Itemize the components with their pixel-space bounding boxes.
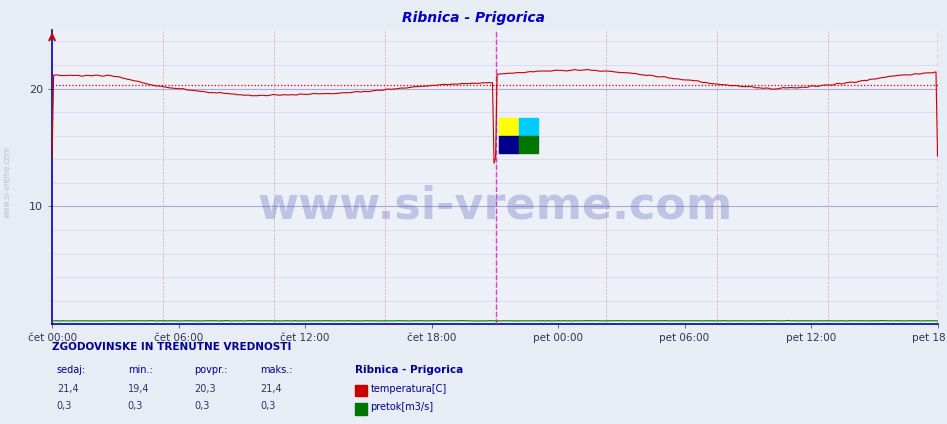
Text: 0,3: 0,3	[260, 401, 276, 411]
Text: 21,4: 21,4	[57, 384, 79, 394]
Text: 20,3: 20,3	[194, 384, 216, 394]
Bar	[519, 118, 538, 136]
Text: temperatura[C]: temperatura[C]	[370, 384, 447, 394]
Text: ZGODOVINSKE IN TRENUTNE VREDNOSTI: ZGODOVINSKE IN TRENUTNE VREDNOSTI	[52, 342, 292, 352]
Text: 19,4: 19,4	[128, 384, 150, 394]
Text: 0,3: 0,3	[194, 401, 209, 411]
Text: Ribnica - Prigorica: Ribnica - Prigorica	[355, 365, 463, 375]
Bar	[519, 136, 538, 153]
Text: 21,4: 21,4	[260, 384, 282, 394]
Text: 0,3: 0,3	[128, 401, 143, 411]
Text: min.:: min.:	[128, 365, 152, 375]
Text: www.si-vreme.com: www.si-vreme.com	[258, 185, 732, 228]
Text: povpr.:: povpr.:	[194, 365, 227, 375]
Text: pretok[m3/s]: pretok[m3/s]	[370, 402, 434, 413]
Text: sedaj:: sedaj:	[57, 365, 86, 375]
Text: maks.:: maks.:	[260, 365, 293, 375]
Bar	[499, 118, 519, 136]
Text: www.si-vreme.com: www.si-vreme.com	[3, 146, 12, 218]
Text: Ribnica - Prigorica: Ribnica - Prigorica	[402, 11, 545, 25]
Bar	[499, 136, 519, 153]
Text: 0,3: 0,3	[57, 401, 72, 411]
